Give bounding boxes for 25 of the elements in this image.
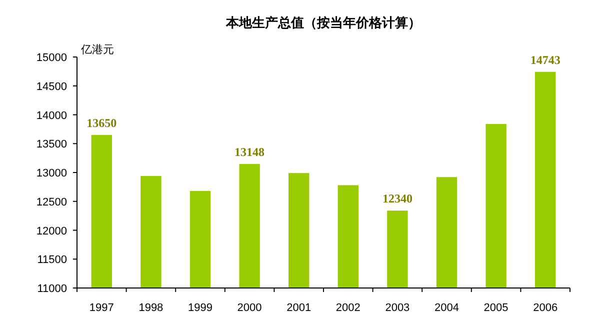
y-tick-label: 13000 bbox=[36, 168, 67, 180]
x-tick-label: 1998 bbox=[138, 302, 164, 314]
y-tick-label: 14000 bbox=[36, 110, 67, 122]
y-tick-label: 12000 bbox=[36, 225, 67, 238]
x-tick-label: 2003 bbox=[385, 302, 410, 314]
x-tick-label: 2000 bbox=[237, 302, 262, 314]
x-tick-label: 2005 bbox=[484, 302, 508, 314]
y-tick-label: 15000 bbox=[36, 52, 67, 64]
x-tick-label: 2006 bbox=[533, 302, 558, 314]
y-axis-title: 亿港元 bbox=[80, 43, 114, 56]
y-tick-label: 11500 bbox=[37, 254, 67, 266]
y-tick-label: 11000 bbox=[37, 283, 67, 295]
y-tick-label: 12500 bbox=[36, 196, 67, 208]
y-tick-label: 14500 bbox=[36, 80, 67, 93]
data-label: 13148 bbox=[234, 144, 265, 159]
x-tick-label: 2004 bbox=[434, 302, 459, 314]
data-label: 14743 bbox=[530, 52, 560, 67]
y-tick-label: 13500 bbox=[36, 138, 67, 151]
chart-title: 本地生产总值（按当年价格计算） bbox=[225, 15, 421, 30]
x-tick-label: 2002 bbox=[336, 302, 360, 314]
x-tick-label: 1999 bbox=[188, 302, 212, 314]
data-label: 13650 bbox=[86, 116, 117, 130]
x-tick-label: 2001 bbox=[286, 302, 312, 314]
x-tick-label: 1997 bbox=[89, 302, 114, 314]
data-label: 12340 bbox=[382, 192, 412, 206]
